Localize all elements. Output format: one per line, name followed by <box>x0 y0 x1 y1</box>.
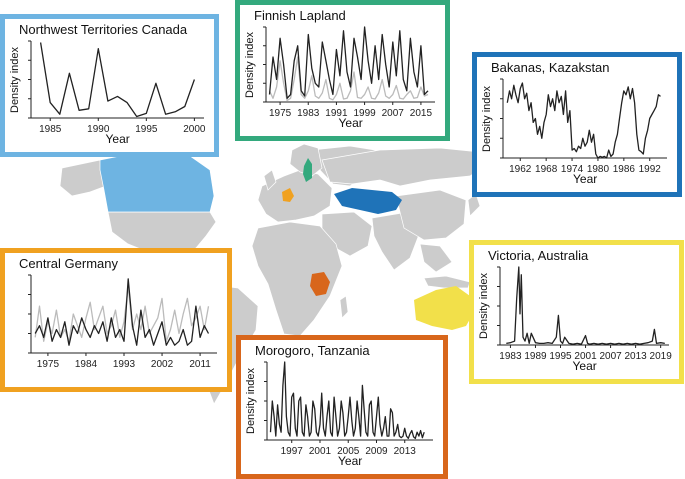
x-tick-label: 1995 <box>549 351 572 362</box>
x-tick-label: 1975 <box>37 359 60 370</box>
region-tanzania <box>310 272 330 296</box>
panel-victoria-australia: Victoria, Australia 1983 1989 1995 2001 2007 2… <box>469 240 684 384</box>
region-finnish-lapland <box>303 158 312 182</box>
x-tick-label: 2005 <box>337 446 360 457</box>
y-axis-label: Density index <box>481 85 493 152</box>
panel-finnish-lapland: Finnish Lapland 1975 1983 1991 1999 2007 2015 Y… <box>235 0 450 141</box>
chart-svg: 1975 1984 1993 2002 2011 <box>28 274 217 370</box>
map-land-scandinavia <box>289 143 323 177</box>
x-tick-label: 2009 <box>365 446 388 457</box>
series-line-dark <box>268 26 429 99</box>
panel-central-germany: Central Germany 1975 1984 1993 2002 2011 <box>0 248 232 392</box>
chart-title: Northwest Territories Canada <box>19 22 188 37</box>
series-line-dark <box>269 361 425 440</box>
x-tick-label: 1990 <box>87 124 110 135</box>
x-tick-label: 1974 <box>561 164 584 175</box>
map-land-africa <box>251 221 343 337</box>
map-land-europe <box>257 169 333 223</box>
x-tick-label: 2019 <box>650 351 673 362</box>
x-tick-label: 1984 <box>75 359 98 370</box>
x-tick-label: 2000 <box>183 124 206 135</box>
series-line-light <box>34 286 210 342</box>
x-tick-label: 1985 <box>39 124 62 135</box>
panel-northwest-territories: Northwest Territories Canada 1985 1990 1995… <box>0 14 219 157</box>
y-axis-label: Density index <box>245 367 257 434</box>
chart-title: Victoria, Australia <box>488 248 589 263</box>
x-tick-label: 1962 <box>509 164 532 175</box>
x-tick-label: 2013 <box>394 446 417 457</box>
x-tick-label: 1968 <box>535 164 558 175</box>
x-tick-label: 2001 <box>309 446 332 457</box>
map-land-japan <box>467 193 481 217</box>
x-tick-label: 1997 <box>281 446 304 457</box>
series-line-dark <box>39 42 196 118</box>
series-line-light <box>268 56 429 102</box>
chart-svg: 1997 2001 2005 2009 2013 <box>264 361 433 457</box>
map-land-uk <box>263 169 277 191</box>
y-axis-label: Density index <box>478 272 490 339</box>
chart-title: Central Germany <box>19 256 118 271</box>
map-land-madagascar <box>339 295 349 319</box>
x-tick-label: 1975 <box>269 108 292 119</box>
chart-svg: 1985 1990 1995 2000 <box>28 40 206 135</box>
panel-bakanas-kazakhstan: Bakanas, Kazakstan 1962 1968 1974 1980 1986 19… <box>472 52 682 197</box>
x-axis-label: Year <box>338 116 363 130</box>
chart-svg: 1962 1968 1974 1980 1986 1992 <box>500 78 667 175</box>
x-tick-label: 1989 <box>524 351 547 362</box>
y-axis-label: Density index <box>244 31 256 98</box>
x-tick-label: 1995 <box>135 124 158 135</box>
chart-title: Bakanas, Kazakstan <box>491 60 610 75</box>
x-tick-label: 2001 <box>574 351 597 362</box>
series-line-dark <box>506 266 665 345</box>
series-line-dark <box>506 82 661 159</box>
map-land-indonesia <box>423 275 471 289</box>
x-tick-label: 2015 <box>410 108 433 119</box>
axis-lines <box>499 267 669 346</box>
series-line-dark <box>34 278 210 346</box>
x-tick-label: 2011 <box>189 359 211 370</box>
x-tick-label: 1983 <box>499 351 522 362</box>
x-axis-label: Year <box>572 359 597 373</box>
map-land-alaska <box>59 159 107 197</box>
chart-title: Finnish Lapland <box>254 8 346 23</box>
x-tick-label: 2002 <box>151 359 174 370</box>
x-axis-label: Year <box>105 132 130 146</box>
map-land-russia <box>321 147 491 187</box>
x-axis-label: Year <box>338 454 363 468</box>
x-tick-label: 2013 <box>624 351 647 362</box>
x-tick-label: 1991 <box>325 108 348 119</box>
region-kazakhstan <box>334 188 402 214</box>
chart-title: Morogoro, Tanzania <box>255 343 370 358</box>
panel-morogoro-tanzania: Morogoro, Tanzania 1997 2001 2005 2009 2013 Ye… <box>236 335 448 479</box>
x-tick-label: 1986 <box>613 164 636 175</box>
x-tick-label: 1993 <box>113 359 136 370</box>
chart-svg: 1975 1983 1991 1999 2007 2015 <box>263 26 435 119</box>
region-australia <box>414 286 474 330</box>
x-tick-label: 2007 <box>599 351 622 362</box>
region-canada <box>99 149 215 213</box>
x-tick-label: 2007 <box>382 108 405 119</box>
x-tick-label: 1980 <box>587 164 610 175</box>
chart-svg: 1983 1989 1995 2001 2007 2013 2019 <box>497 266 673 362</box>
y-axis-label: Density index <box>9 46 21 113</box>
x-tick-label: 1992 <box>639 164 662 175</box>
x-tick-label: 1999 <box>353 108 376 119</box>
axis-lines <box>30 41 204 119</box>
region-central-germany <box>282 188 294 202</box>
map-land-southeast-asia <box>419 243 453 273</box>
x-tick-label: 1983 <box>297 108 320 119</box>
map-land-china <box>395 189 467 241</box>
x-axis-label: Year <box>573 172 598 186</box>
